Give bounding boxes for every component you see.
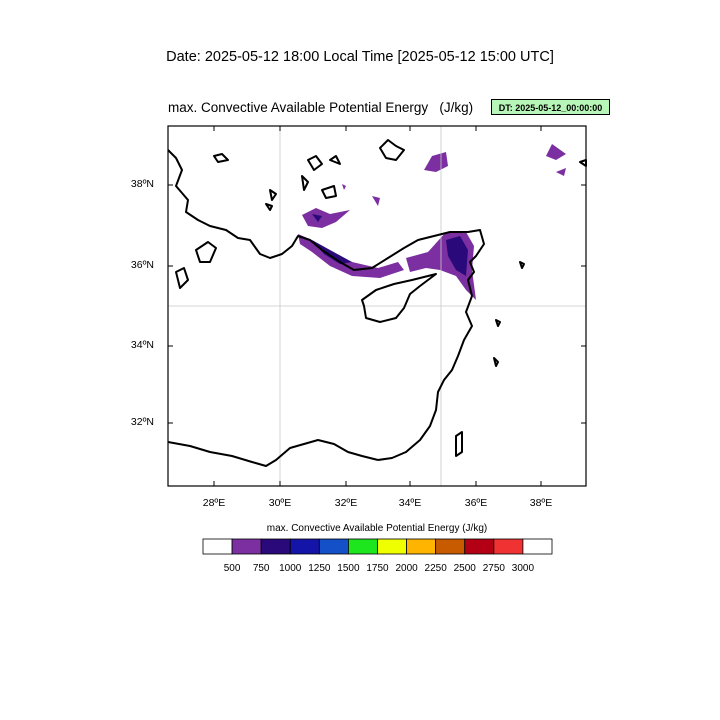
- colorbar-level-label: 750: [252, 563, 270, 574]
- colorbar-swatch: [493, 538, 524, 555]
- colorbar-swatch: [406, 538, 437, 555]
- coast-island-11: [493, 357, 499, 367]
- coast-rhodes: [195, 241, 217, 263]
- cape-blob-2: [546, 144, 566, 160]
- cape-blob-1: [424, 152, 448, 172]
- coast-island-2: [307, 155, 323, 171]
- cape-region-antalya: [298, 234, 404, 278]
- cape-region-north: [302, 208, 350, 228]
- coast-crete: [175, 267, 189, 289]
- colorbar-level-label: 2250: [424, 563, 447, 574]
- colorbar-swatch: [289, 538, 320, 555]
- coast-island-4: [301, 175, 309, 191]
- colorbar-swatch: [348, 538, 378, 555]
- lon-label-30: 30ºE: [268, 497, 292, 509]
- colorbar-swatch: [260, 538, 291, 555]
- colorbar-swatch: [377, 538, 407, 555]
- coast-island-9: [495, 319, 501, 327]
- coast-island-6: [379, 139, 405, 161]
- lat-label-38: 38ºN: [130, 178, 154, 190]
- lat-label-32: 32ºN: [130, 416, 154, 428]
- colorbar-swatch: [318, 538, 349, 555]
- map-gridlines: [168, 126, 586, 486]
- colorbar-swatch: [464, 538, 495, 555]
- cape-region-antalya-core: [312, 240, 352, 264]
- coast-island-7: [269, 189, 277, 201]
- coast-island-5: [321, 185, 337, 199]
- colorbar-level-label: 1000: [279, 563, 302, 574]
- coast-cyprus: [361, 273, 437, 323]
- colorbar-level-label: 1500: [337, 563, 360, 574]
- coast-africa: [167, 439, 379, 467]
- cape-blob-5: [342, 184, 346, 190]
- colorbar-swatch: [435, 538, 466, 555]
- lon-label-36: 36ºE: [464, 497, 488, 509]
- coast-dead-sea: [455, 431, 463, 457]
- map-frame: [167, 125, 587, 487]
- plot-title: max. Convective Available Potential Ener…: [168, 100, 474, 115]
- colorbar-level-label: 1250: [308, 563, 331, 574]
- lon-label-38: 38ºE: [529, 497, 553, 509]
- cape-region-north-core: [312, 214, 322, 222]
- coast-island-12: [579, 159, 587, 167]
- lat-label-34: 34ºN: [130, 339, 154, 351]
- colorbar-level-label: 2000: [395, 563, 418, 574]
- coast-turkey: [167, 149, 485, 297]
- lat-label-36: 36ºN: [130, 259, 154, 271]
- colorbar-level-label: 1750: [366, 563, 389, 574]
- colorbar-level-label: 500: [223, 563, 241, 574]
- colorbar-swatch: [202, 538, 233, 555]
- colorbar-level-label: 3000: [511, 563, 535, 574]
- date-title: Date: 2025-05-12 18:00 Local Time [2025-…: [166, 49, 554, 65]
- colorbar-swatch: [522, 538, 553, 555]
- lon-label-28: 28ºE: [202, 497, 226, 509]
- cape-region-iskenderun-core: [446, 236, 468, 276]
- colorbar-swatch: [231, 538, 262, 555]
- cape-blob-4: [372, 196, 380, 206]
- coast-island-1: [213, 153, 229, 163]
- map-ticks: [168, 126, 586, 486]
- cape-blob-3: [556, 168, 566, 176]
- colorbar: [202, 538, 553, 555]
- coast-island-3: [329, 155, 341, 165]
- coast-island-10: [519, 261, 525, 269]
- lon-label-32: 32ºE: [334, 497, 358, 509]
- dt-badge: DT: 2025-05-12_00:00:00: [491, 99, 610, 115]
- cape-fill: [298, 144, 566, 300]
- lon-label-34: 34ºE: [398, 497, 422, 509]
- colorbar-level-label: 2500: [453, 563, 476, 574]
- colorbar-title: max. Convective Available Potential Ener…: [266, 523, 488, 534]
- coast-levant: [377, 295, 473, 461]
- coast-island-8: [265, 203, 273, 211]
- coastlines: [167, 139, 587, 467]
- colorbar-level-label: 2750: [482, 563, 505, 574]
